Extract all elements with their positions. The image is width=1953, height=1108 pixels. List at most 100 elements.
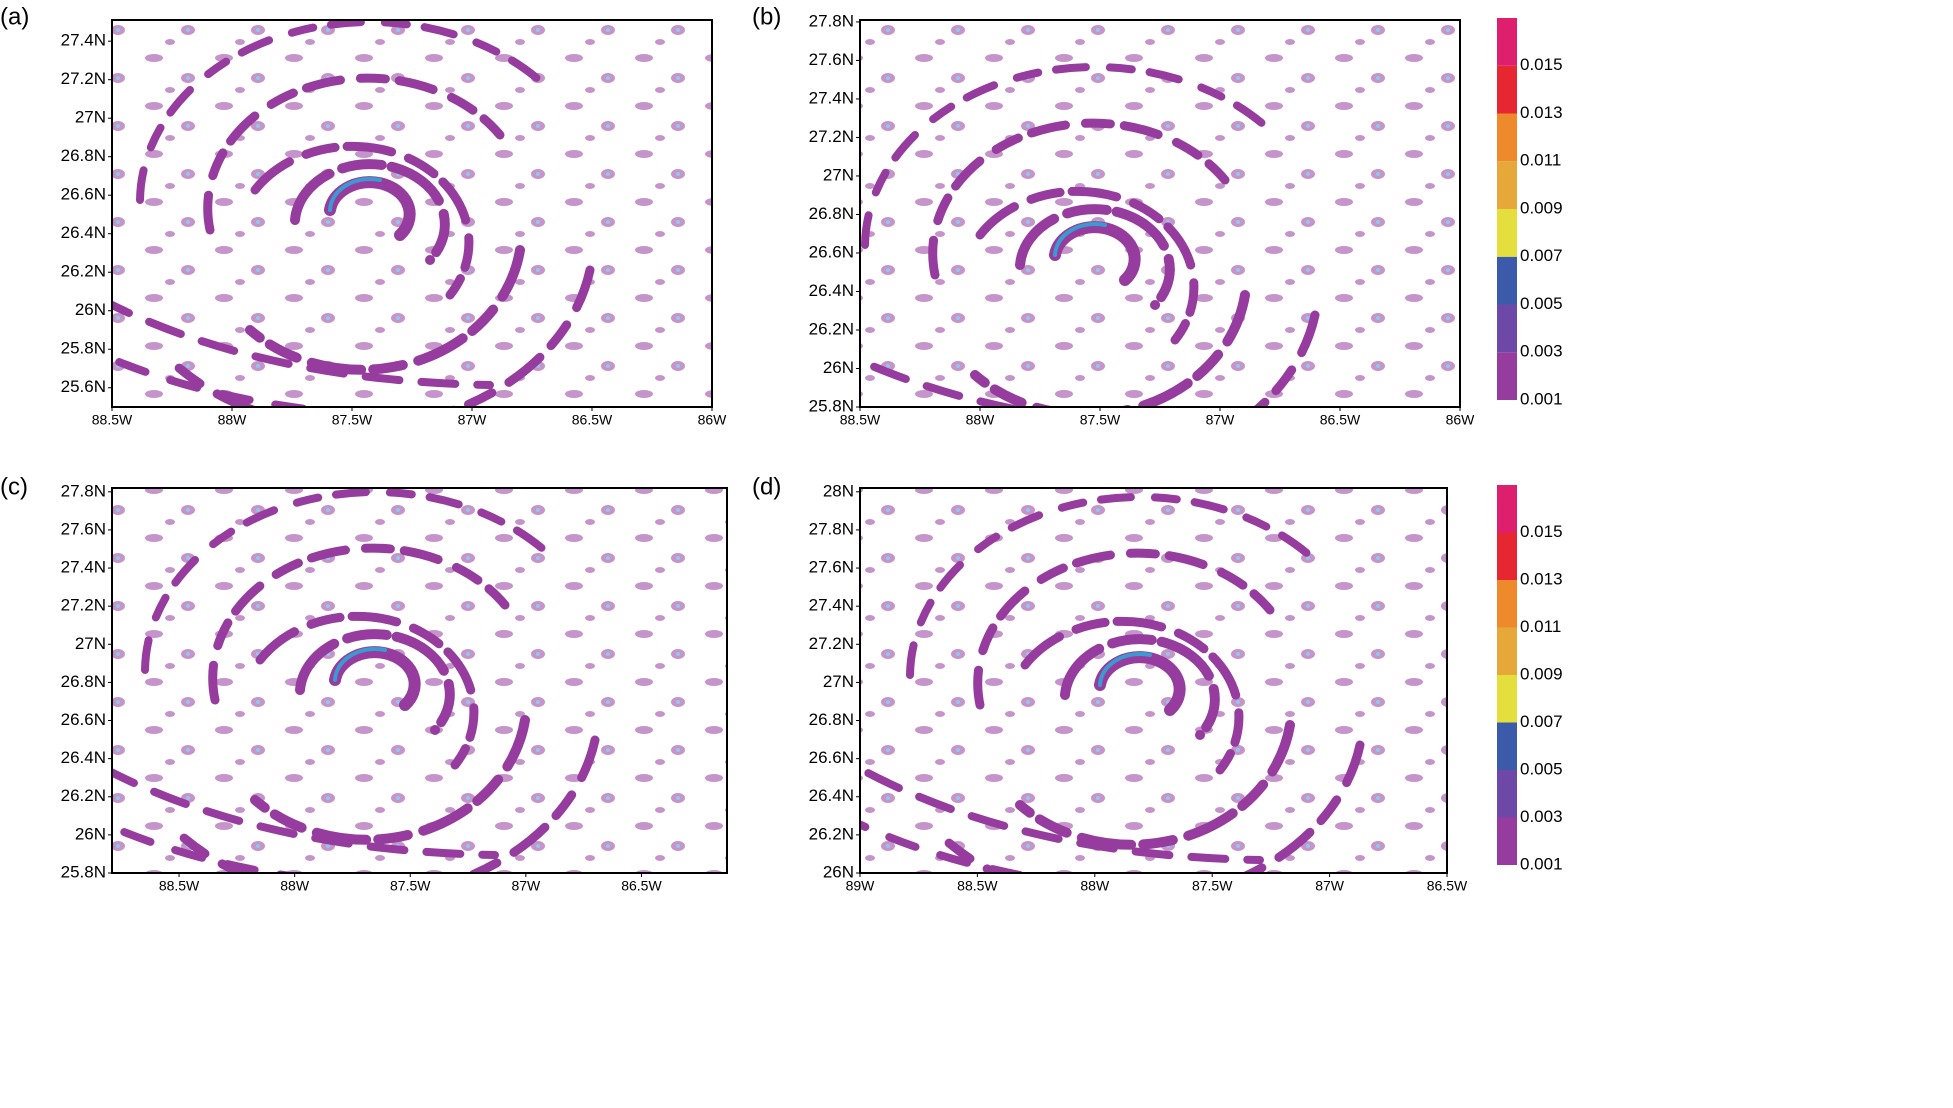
y-tick-label: 26.2N [61,786,106,805]
plot-frame [859,19,1461,408]
contour-field [112,488,727,873]
x-tick-label: 88.5W [957,878,998,894]
y-tick-label: 27.4N [61,558,106,577]
plot-frame [859,487,1448,874]
y-tick-label: 25.8N [809,396,854,415]
colorbar-label: 0.011 [1520,617,1561,636]
y-tick-label: 26.4N [809,281,854,300]
colorbar-band [1497,817,1517,865]
y-tick-label: 27.2N [809,634,854,653]
colorbar-label: 0.003 [1520,807,1563,826]
y-tick-label: 26.8N [809,710,854,729]
panel-label: (d) [752,473,781,500]
y-tick-label: 26.4N [61,748,106,767]
y-tick-label: 27.4N [809,88,854,107]
y-tick-label: 27.4N [809,596,854,615]
colorbar-label: 0.001 [1520,854,1563,873]
y-tick-label: 26.6N [61,710,106,729]
plot-frame [111,487,728,874]
y-tick-label: 26N [823,862,854,881]
x-tick-label: 86W [1446,412,1476,428]
y-tick-label: 26N [75,824,106,843]
colorbar-label: 0.007 [1520,712,1563,731]
colorbar-band [1497,161,1517,209]
panel-label: (c) [0,473,28,500]
x-tick-label: 87W [1315,878,1345,894]
y-tick-label: 26.4N [809,786,854,805]
x-tick-label: 89W [846,878,876,894]
panel: 25.8N 26N 26.2N 26.4N 26.6N 26.8N 27N 27.2N 27.4… [0,473,728,894]
x-tick-label: 88W [280,878,310,894]
y-tick-label: 27.6N [809,558,854,577]
x-tick-label: 88.5W [840,412,881,428]
y-tick-label: 26.8N [61,672,106,691]
y-tick-label: 26.8N [61,146,106,165]
panel: 26N 26.2N 26.4N 26.6N 26.8N 27N 27.2N 27.4N 27.6… [752,473,1563,894]
colorbar-band [1497,352,1517,400]
colorbar-label: 0.009 [1520,664,1563,683]
y-tick-label: 27.4N [61,31,106,50]
y-tick-label: 27.2N [61,596,106,615]
x-tick-label: 87.5W [1080,412,1121,428]
panel-label: (a) [0,3,29,30]
colorbar-band [1497,209,1517,257]
y-tick-label: 26.6N [809,242,854,261]
x-tick-label: 86.5W [572,412,613,428]
y-tick-label: 28N [823,481,854,500]
x-tick-label: 87W [1206,412,1236,428]
x-tick-label: 87W [458,412,488,428]
y-tick-label: 27.8N [809,11,854,30]
y-tick-label: 27.8N [61,481,106,500]
x-tick-label: 88W [218,412,248,428]
y-tick-label: 26N [75,300,106,319]
colorbar-label: 0.007 [1520,246,1563,265]
colorbar-band [1497,18,1517,66]
colorbar-label: 0.011 [1520,151,1561,170]
x-tick-label: 88W [966,412,996,428]
x-tick-label: 88.5W [92,412,133,428]
y-tick-label: 26.6N [61,185,106,204]
x-tick-label: 88W [1080,878,1110,894]
y-tick-label: 27N [823,165,854,184]
panel: 25.8N 26N 26.2N 26.4N 26.6N 26.8N 27N 27.2N 27.4… [752,3,1563,428]
colorbar-band [1497,532,1517,580]
y-tick-label: 27.2N [61,69,106,88]
y-tick-label: 27.8N [809,519,854,538]
x-tick-label: 86.5W [621,878,662,894]
colorbar-band [1497,65,1517,114]
x-tick-label: 87.5W [332,412,373,428]
y-tick-label: 26.2N [61,262,106,281]
colorbar-band [1497,722,1517,770]
colorbar-label: 0.001 [1520,389,1563,408]
contour-field [860,20,1460,407]
colorbar-band [1497,485,1517,533]
colorbar-label: 0.005 [1520,294,1563,313]
y-tick-label: 27.6N [809,50,854,69]
x-tick-label: 86.5W [1320,412,1361,428]
colorbar-label: 0.003 [1520,342,1563,361]
y-tick-label: 26N [823,358,854,377]
y-tick-label: 27N [75,108,106,127]
x-tick-label: 86W [698,412,728,428]
x-tick-label: 87.5W [1192,878,1233,894]
panel-label: (b) [752,3,781,30]
colorbar-label: 0.009 [1520,198,1563,217]
x-tick-label: 87.5W [390,878,431,894]
colorbar-label: 0.015 [1520,522,1563,541]
y-tick-label: 27.6N [61,519,106,538]
y-tick-label: 26.2N [809,824,854,843]
colorbar-label: 0.013 [1520,103,1563,122]
x-tick-label: 86.5W [1427,878,1468,894]
contour-field [860,488,1447,873]
plot-frame [111,19,713,408]
y-tick-label: 25.6N [61,377,106,396]
colorbar-label: 0.015 [1520,55,1563,74]
scatter-cells [860,20,1460,407]
colorbar-band [1497,304,1517,353]
y-tick-label: 26.4N [61,223,106,242]
colorbar-band [1497,627,1517,675]
y-tick-label: 25.8N [61,339,106,358]
y-tick-label: 27.2N [809,127,854,146]
colorbar-band [1497,580,1517,628]
